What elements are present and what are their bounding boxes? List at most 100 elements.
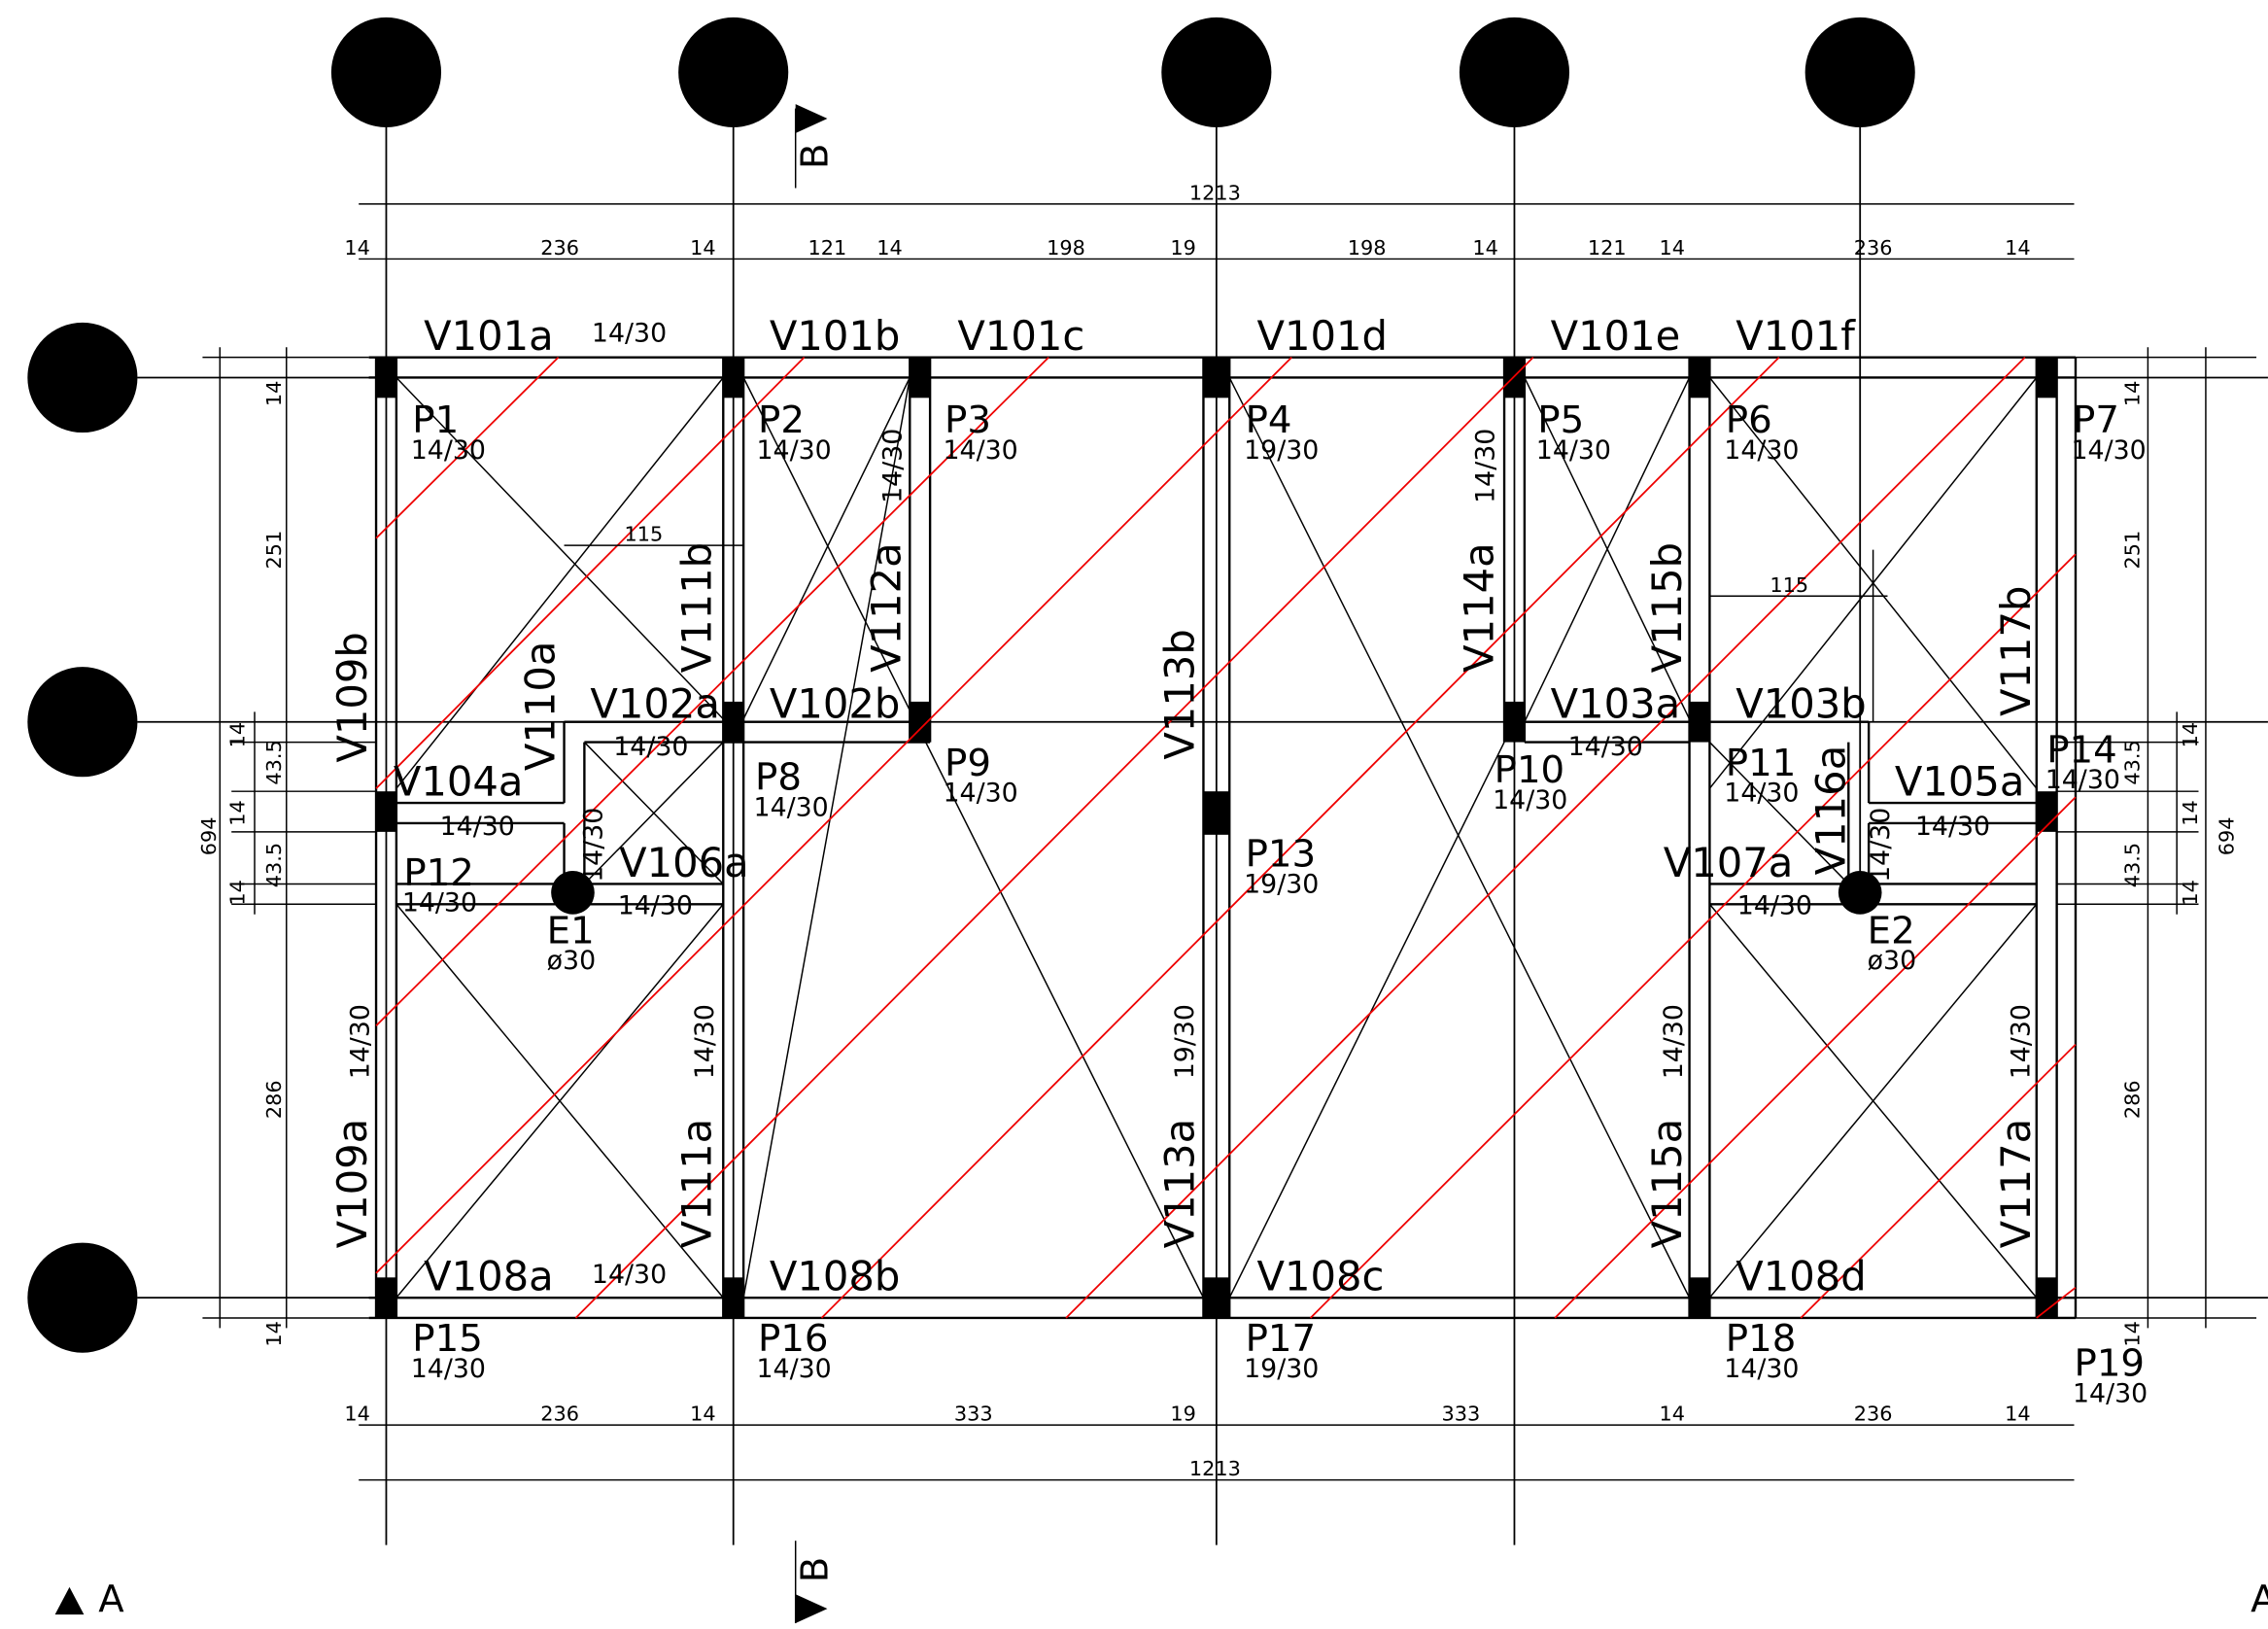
beam-label: V106a <box>619 839 749 886</box>
beam-label: V114a <box>1456 542 1503 673</box>
beam-label: V113a <box>1156 1119 1204 1249</box>
slab-diagonals <box>395 376 2038 1299</box>
beam-section: 14/30 <box>1915 812 1990 842</box>
dimension-label: 14 <box>690 236 716 260</box>
beam-section: 14/30 <box>1659 1004 1689 1079</box>
beam-label: V101e <box>1551 312 1681 360</box>
dimension-label: 121 <box>808 236 847 260</box>
dimension-label: 198 <box>1047 236 1085 260</box>
dimension-label: 19 <box>1170 1403 1196 1426</box>
pillar-section: 14/30 <box>1536 435 1611 466</box>
pillar-label: P12 <box>403 851 474 895</box>
dimension-label: 694 <box>197 816 221 855</box>
pillar-section: 14/30 <box>1724 435 1799 466</box>
beam-section: 14/30 <box>1866 808 1896 883</box>
beam-label: V104a <box>394 758 524 806</box>
beam-section: 14/30 <box>592 318 667 348</box>
beam-section: 14/30 <box>1737 891 1812 921</box>
dimension-label: 251 <box>262 531 286 570</box>
pillar-label: P14 <box>2046 728 2117 772</box>
pillar-label: P8 <box>755 756 802 800</box>
dimension-label: 1213 <box>1189 1457 1241 1480</box>
beam-label: V108b <box>770 1253 900 1300</box>
pillar-label: P13 <box>1246 833 1317 877</box>
span-label: 115 <box>1770 573 1808 597</box>
beam-section: 19/30 <box>1170 1004 1200 1079</box>
section-mark: B <box>794 1557 838 1583</box>
dimension-label: 14 <box>2179 880 2202 906</box>
pillar-section: 14/30 <box>944 779 1018 809</box>
beam-label: V103a <box>1551 679 1681 727</box>
beam-section: 14/30 <box>578 808 608 883</box>
dimension-label: 251 <box>2121 531 2145 570</box>
beam-label: V111b <box>672 542 720 673</box>
pillar-label: P15 <box>412 1317 483 1361</box>
beam-label: V101c <box>957 312 1084 360</box>
column-section: ø30 <box>547 946 596 976</box>
beam-label: V103b <box>1735 679 1866 727</box>
dimension-label: 198 <box>1348 236 1387 260</box>
dimension-label: 236 <box>1854 1403 1893 1426</box>
beam-label: V109b <box>328 632 376 762</box>
dimension-label: 14 <box>690 1403 716 1426</box>
dimension-label: 1213 <box>1189 181 1241 204</box>
red-hatch <box>375 357 2077 1319</box>
pillar-section: 19/30 <box>1244 869 1319 899</box>
pillar-label: P6 <box>1726 399 1772 442</box>
dimension-label: 14 <box>262 381 286 407</box>
beam-section: 14/30 <box>1471 429 1501 503</box>
dimension-label: 286 <box>262 1080 286 1119</box>
dimension-label: 286 <box>2121 1080 2145 1119</box>
dimension-label: 236 <box>540 1403 579 1426</box>
beam-section: 14/30 <box>346 1004 376 1079</box>
dimension-label: 43.5 <box>2121 740 2145 784</box>
dimension-label: 14 <box>2005 1403 2031 1426</box>
beam-label: V101d <box>1257 312 1388 360</box>
beam-section: 14/30 <box>592 1260 667 1290</box>
pillar-section: 14/30 <box>944 435 1018 466</box>
pillar-label: P10 <box>1495 748 1565 792</box>
pillar-section: 14/30 <box>411 435 486 466</box>
plan-geometry <box>27 17 2268 1624</box>
dimension-label: 43.5 <box>262 740 286 784</box>
beam-label: V109a <box>328 1119 376 1249</box>
grid-bubbles <box>27 17 1915 1353</box>
beam-section: 14/30 <box>618 891 693 921</box>
dimension-label: 14 <box>262 1321 286 1347</box>
dimension-label: 14 <box>2179 722 2202 748</box>
pillar-section: 14/30 <box>2045 765 2120 795</box>
dimension-label: 14 <box>2121 1321 2145 1347</box>
dimension-label: 236 <box>540 236 579 260</box>
beam-label: V108c <box>1257 1253 1385 1300</box>
dimension-lines <box>202 108 2257 1624</box>
pillar-section: 14/30 <box>757 1354 832 1384</box>
beam-section: 14/30 <box>613 732 688 762</box>
pillar-section: 14/30 <box>2073 1378 2148 1408</box>
section-mark: A <box>2251 1577 2268 1621</box>
dimension-label: 14 <box>1659 1403 1685 1426</box>
beam-label: V107a <box>1664 839 1794 886</box>
pillar-section: 14/30 <box>411 1354 486 1384</box>
dimension-label: 121 <box>1588 236 1627 260</box>
pillar-section: 19/30 <box>1244 1354 1319 1384</box>
pillar-section: 14/30 <box>1493 785 1567 815</box>
pillar-label: P3 <box>945 399 991 442</box>
beam-section: 14/30 <box>440 812 515 842</box>
beam-label: V116a <box>1806 745 1854 876</box>
dimension-label: 236 <box>1854 236 1893 260</box>
pillar-label: P19 <box>2074 1342 2145 1386</box>
pillar-section: 14/30 <box>2072 435 2147 466</box>
pillar-section: 14/30 <box>1724 1354 1799 1384</box>
pillar-label: P9 <box>945 742 991 785</box>
dimension-label: 694 <box>2215 816 2238 855</box>
beam-section: 14/30 <box>690 1004 720 1079</box>
dimension-label: 14 <box>226 722 250 748</box>
dimension-label: 14 <box>2005 236 2031 260</box>
pillar-section: 19/30 <box>1244 435 1319 466</box>
pillar-section: 14/30 <box>757 435 832 466</box>
beam-label: V101f <box>1735 312 1856 360</box>
dimension-label: 333 <box>954 1403 993 1426</box>
dimension-label: 14 <box>2179 800 2202 826</box>
column-label: E1 <box>547 909 595 953</box>
